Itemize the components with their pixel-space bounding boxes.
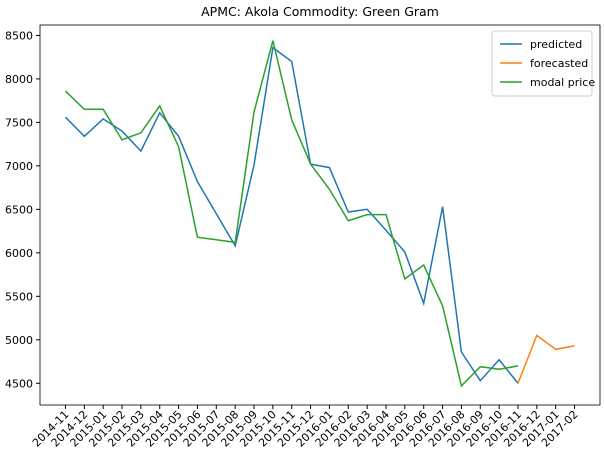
y-tick-label: 4500 (5, 377, 33, 390)
y-tick-label: 8000 (5, 73, 33, 86)
y-tick-label: 7500 (5, 116, 33, 129)
legend-label: modal price (530, 76, 595, 89)
line-series (64, 40, 519, 388)
y-tick-label: 5000 (5, 334, 33, 347)
y-tick-label: 5500 (5, 290, 33, 303)
y-tick-label: 7000 (5, 160, 33, 173)
line-series (517, 334, 575, 384)
y-tick-label: 6500 (5, 203, 33, 216)
y-tick-label: 6000 (5, 247, 33, 260)
legend-label: forecasted (530, 57, 588, 70)
legend-box (491, 30, 593, 97)
line-series (64, 46, 519, 384)
chart-title: APMC: Akola Commodity: Green Gram (201, 4, 439, 19)
y-tick-label: 8500 (5, 29, 33, 42)
legend-label: predicted (530, 38, 582, 51)
plot-frame (39, 24, 601, 406)
